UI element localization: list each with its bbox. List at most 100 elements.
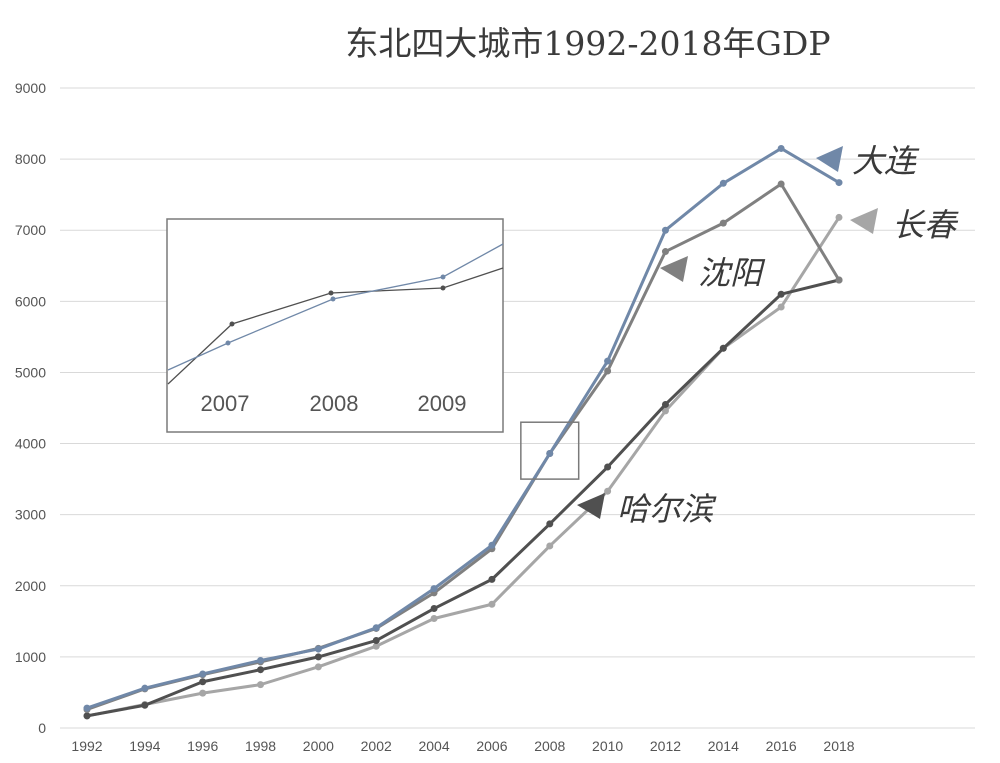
data-point [372,642,380,650]
y-tick-label: 3000 [15,507,46,523]
data-point [199,678,207,686]
zoom-inset: 2007 2008 2009 [166,218,580,480]
x-tick-label: 1994 [129,738,160,754]
x-tick-label: 2002 [361,738,392,754]
data-point [83,704,91,712]
data-point [314,645,322,653]
series-label-1: 大连 [816,142,920,180]
series-name: 哈尔滨 [617,490,717,528]
x-tick-label: 2016 [766,738,797,754]
data-point [430,614,438,622]
data-point [719,219,727,227]
y-tick-label: 2000 [15,578,46,594]
series-name: 沈阳 [698,254,766,292]
series-group [83,144,843,720]
x-tick-label: 2018 [823,738,854,754]
data-point [835,213,843,221]
series-label-2: 沈阳 [660,254,766,292]
series-label-3: 长春 [850,206,959,244]
x-tick-label: 1992 [71,738,102,754]
inset-point [330,296,336,302]
data-point [777,180,785,188]
y-tick-label: 1000 [15,649,46,665]
data-point [199,670,207,678]
data-point [661,407,669,415]
data-point [257,656,265,664]
data-point [372,637,380,645]
inset-point [440,274,446,280]
inset-tick-label: 2008 [310,391,359,416]
data-point [488,575,496,583]
data-point [604,487,612,495]
x-tick-label: 2004 [418,738,449,754]
y-tick-label: 7000 [15,222,46,238]
data-point [83,712,91,720]
y-tick-label: 6000 [15,293,46,309]
series-4 [83,276,843,720]
y-axis: 0 1000 2000 3000 4000 5000 6000 7000 8000 9000 [15,80,46,736]
x-tick-label: 2006 [476,738,507,754]
data-point [777,303,785,311]
y-tick-label: 4000 [15,436,46,452]
marker-triangle [816,146,843,172]
data-point [661,400,669,408]
series-name: 大连 [852,142,920,180]
data-point [314,663,322,671]
y-tick-label: 9000 [15,80,46,96]
data-point [661,226,669,234]
series-1 [83,144,843,712]
data-point [719,179,727,187]
x-axis: 1992 1994 1996 1998 2000 2002 2004 2006 2008 2010… [71,738,854,754]
x-tick-label: 2014 [708,738,739,754]
inset-point [225,340,231,346]
x-tick-label: 2000 [303,738,334,754]
x-tick-label: 2010 [592,738,623,754]
inset-point [440,285,446,291]
series-label-4: 哈尔滨 [577,490,717,528]
chart-title: 东北四大城市1992-2018年GDP [345,24,830,63]
x-tick-label: 2008 [534,738,565,754]
data-point [777,144,785,152]
data-point [141,684,149,692]
data-point [372,624,380,632]
data-point [546,450,554,458]
zoom-source-box [520,421,580,480]
data-point [314,653,322,661]
inset-tick-label: 2007 [201,391,250,416]
data-point [488,541,496,549]
x-tick-label: 2012 [650,738,681,754]
data-point [546,520,554,528]
data-point [430,605,438,613]
data-point [777,290,785,298]
y-tick-label: 5000 [15,364,46,380]
marker-triangle [577,493,605,519]
data-point [257,666,265,674]
inset-point [328,290,334,296]
series-name: 长春 [892,206,959,244]
data-point [257,681,265,689]
data-point [430,585,438,593]
x-tick-label: 1996 [187,738,218,754]
y-tick-label: 0 [38,720,46,736]
data-point [661,248,669,256]
series-line [86,146,840,710]
series-line [86,278,840,718]
data-point [141,701,149,709]
inset-tick-label: 2009 [418,391,467,416]
data-point [719,344,727,352]
data-point [604,367,612,375]
data-point [199,689,207,697]
zoom-inset-box [166,218,504,433]
data-point [546,542,554,550]
data-point [604,463,612,471]
y-tick-label: 8000 [15,151,46,167]
inset-point [229,321,235,327]
data-point [604,357,612,365]
marker-triangle [850,208,878,234]
x-tick-label: 1998 [245,738,276,754]
data-point [835,179,843,187]
data-point [835,276,843,284]
data-point [488,600,496,608]
